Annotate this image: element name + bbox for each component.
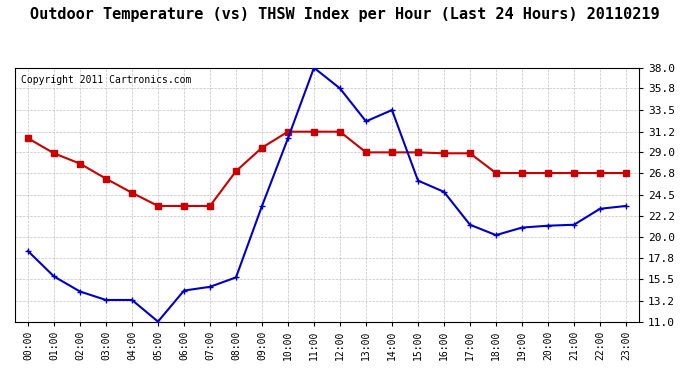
- Text: Outdoor Temperature (vs) THSW Index per Hour (Last 24 Hours) 20110219: Outdoor Temperature (vs) THSW Index per …: [30, 8, 660, 22]
- Text: Copyright 2011 Cartronics.com: Copyright 2011 Cartronics.com: [21, 75, 192, 86]
